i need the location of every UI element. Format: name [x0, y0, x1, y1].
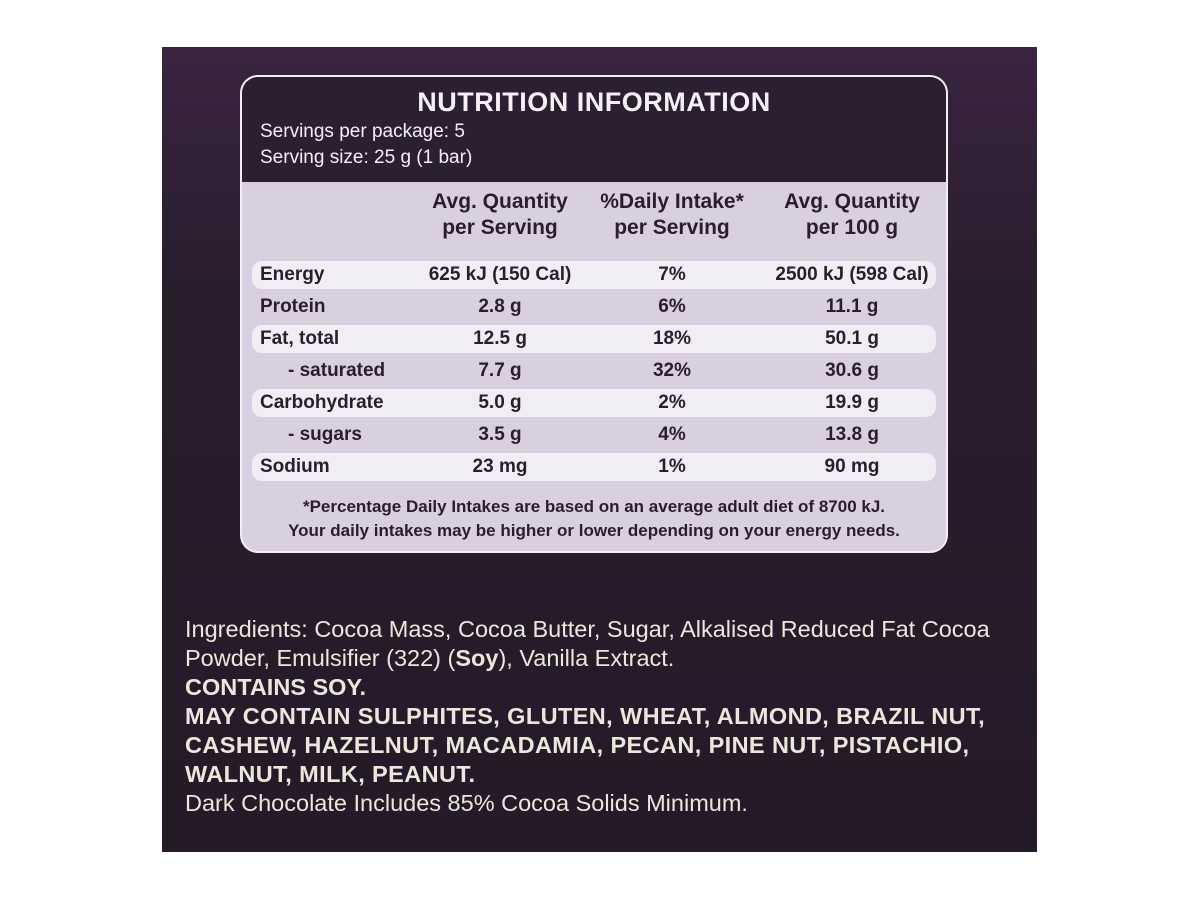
contains: CONTAINS SOY.	[185, 674, 367, 700]
column-header: Avg. Quantity per Serving	[410, 189, 590, 241]
panel-header: NUTRITION INFORMATION Servings per packa…	[242, 77, 946, 182]
text: Ingredients: Cocoa Mass, Cocoa Butter, S…	[185, 616, 990, 671]
may-contain: MAY CONTAIN SULPHITES, GLUTEN, WHEAT, AL…	[185, 703, 986, 787]
cell-value: 7.7 g	[478, 360, 522, 381]
column-header: %Daily Intake* per Serving	[582, 189, 762, 241]
cell-value: 6%	[658, 296, 686, 317]
footnote-line: *Percentage Daily Intakes are based on a…	[302, 497, 886, 516]
cell-value: 90 mg	[824, 456, 880, 477]
column-header: Avg. Quantity per 100 g	[762, 189, 942, 241]
cell-value: 1%	[658, 456, 686, 477]
cell-value: 3.5 g	[478, 424, 522, 445]
cell-value: 13.8 g	[825, 424, 879, 445]
footnote: *Percentage Daily Intakes are based on a…	[242, 495, 946, 543]
cell-value: 18%	[652, 328, 692, 349]
cell-value: 23 mg	[472, 456, 528, 477]
table-row: Sodium 23 mg 1% 90 mg	[252, 453, 936, 481]
column-header-line: Avg. Quantity	[784, 190, 920, 213]
cell-value: 12.5 g	[473, 328, 527, 349]
cell-value: 5.0 g	[478, 392, 522, 413]
ingredients: Ingredients: Cocoa Mass, Cocoa Butter, S…	[185, 615, 1015, 818]
ingredient-list: Ingredients: Cocoa Mass, Cocoa Butter, S…	[185, 615, 1015, 673]
table-row: Fat, total 12.5 g 18% 50.1 g	[252, 325, 936, 353]
column-header-line: per Serving	[442, 216, 558, 239]
title: NUTRITION INFORMATION	[417, 87, 771, 117]
row-label: Fat, total	[260, 328, 340, 349]
table-row: - saturated 7.7 g 32% 30.6 g	[252, 357, 936, 385]
column-header-line: Avg. Quantity	[432, 190, 568, 213]
footnote-line: Your daily intakes may be higher or lowe…	[288, 521, 900, 540]
servings: Servings per package: 5	[260, 121, 465, 142]
cell-value: 11.1 g	[825, 296, 879, 317]
cell-value: 30.6 g	[825, 360, 879, 381]
column-header-line: per 100 g	[805, 216, 899, 239]
column-header-line: %Daily Intake*	[600, 190, 744, 213]
row-label: - saturated	[288, 360, 386, 381]
cell-value: 2500 kJ (598 Cal)	[775, 264, 929, 285]
text: ), Vanilla Extract.	[498, 645, 675, 671]
table-row: Energy 625 kJ (150 Cal) 7% 2500 kJ (598 Cal…	[252, 261, 936, 289]
nutrition-panel: NUTRITION INFORMATION Servings per packa…	[240, 75, 948, 553]
cell-value: 2%	[658, 392, 686, 413]
cell-value: 2.8 g	[478, 296, 522, 317]
cell-value: 50.1 g	[825, 328, 879, 349]
cell-value: 32%	[652, 360, 692, 381]
cell-value: 19.9 g	[825, 392, 879, 413]
row-label: - sugars	[288, 424, 362, 445]
row-label: Carbohydrate	[260, 392, 384, 413]
table-row: - sugars 3.5 g 4% 13.8 g	[252, 421, 936, 449]
cell-value: 7%	[658, 264, 686, 285]
package-panel: NUTRITION INFORMATION Servings per packa…	[162, 47, 1037, 852]
column-header-line: per Serving	[614, 216, 730, 239]
cell-value: 625 kJ (150 Cal)	[428, 264, 572, 285]
row-label: Protein	[260, 296, 326, 317]
table-row: Carbohydrate 5.0 g 2% 19.9 g	[252, 389, 936, 417]
row-label: Energy	[260, 264, 325, 285]
serving-size: Serving size: 25 g (1 bar)	[260, 147, 473, 168]
table-row: Protein 2.8 g 6% 11.1 g	[252, 293, 936, 321]
row-label: Sodium	[260, 456, 330, 477]
allergen: Soy	[455, 645, 499, 671]
cell-value: 4%	[658, 424, 686, 445]
cocoa-note: Dark Chocolate Includes 85% Cocoa Solids…	[185, 790, 748, 816]
